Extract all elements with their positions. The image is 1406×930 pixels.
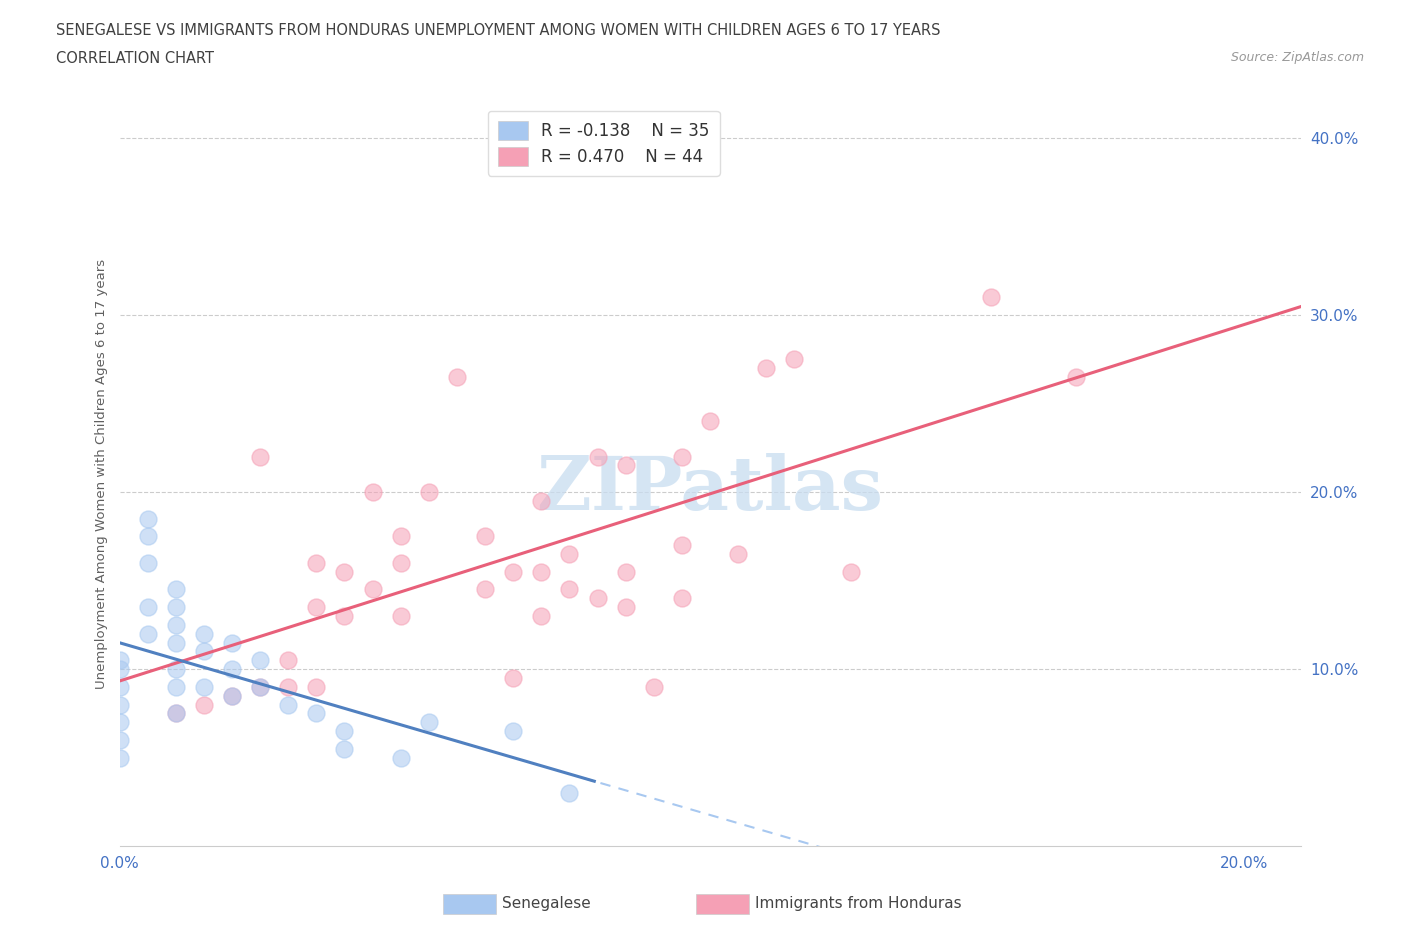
Point	[221, 688, 243, 703]
Point	[783, 352, 806, 366]
Point	[671, 538, 693, 552]
Point	[614, 565, 637, 579]
Point	[558, 547, 581, 562]
Point	[221, 688, 243, 703]
Point	[249, 680, 271, 695]
Point	[839, 565, 862, 579]
Point	[530, 565, 553, 579]
Point	[277, 680, 299, 695]
Point	[1064, 369, 1087, 384]
Point	[193, 698, 215, 712]
Point	[305, 555, 328, 570]
Point	[333, 724, 356, 738]
Point	[643, 680, 665, 695]
Point	[389, 751, 412, 765]
Point	[249, 653, 271, 668]
Point	[108, 733, 131, 748]
Point	[586, 591, 609, 605]
Point	[165, 600, 187, 615]
Point	[727, 547, 749, 562]
Point	[108, 715, 131, 730]
Point	[389, 608, 412, 623]
Point	[333, 741, 356, 756]
Text: ZIPatlas: ZIPatlas	[537, 453, 883, 525]
Point	[614, 458, 637, 472]
Point	[755, 361, 778, 376]
Point	[980, 290, 1002, 305]
Point	[136, 626, 159, 641]
Point	[249, 680, 271, 695]
Point	[530, 608, 553, 623]
Point	[586, 449, 609, 464]
Point	[361, 485, 384, 499]
Point	[165, 635, 187, 650]
Point	[502, 671, 524, 685]
Point	[136, 555, 159, 570]
Point	[165, 662, 187, 677]
Point	[193, 680, 215, 695]
Point	[474, 529, 496, 544]
Point	[389, 555, 412, 570]
Point	[502, 724, 524, 738]
Point	[614, 600, 637, 615]
Legend: R = -0.138    N = 35, R = 0.470    N = 44: R = -0.138 N = 35, R = 0.470 N = 44	[488, 111, 720, 176]
Point	[558, 582, 581, 597]
Point	[165, 706, 187, 721]
Point	[221, 635, 243, 650]
Point	[108, 662, 131, 677]
Point	[699, 414, 721, 429]
Point	[136, 529, 159, 544]
Point	[530, 494, 553, 509]
Point	[305, 680, 328, 695]
Point	[108, 698, 131, 712]
Point	[418, 485, 440, 499]
Point	[165, 680, 187, 695]
Point	[333, 608, 356, 623]
Point	[165, 706, 187, 721]
Text: CORRELATION CHART: CORRELATION CHART	[56, 51, 214, 66]
Point	[193, 626, 215, 641]
Point	[165, 582, 187, 597]
Point	[671, 591, 693, 605]
Text: SENEGALESE VS IMMIGRANTS FROM HONDURAS UNEMPLOYMENT AMONG WOMEN WITH CHILDREN AG: SENEGALESE VS IMMIGRANTS FROM HONDURAS U…	[56, 23, 941, 38]
Point	[277, 653, 299, 668]
Point	[474, 582, 496, 597]
Point	[193, 644, 215, 658]
Point	[136, 512, 159, 526]
Point	[671, 449, 693, 464]
Y-axis label: Unemployment Among Women with Children Ages 6 to 17 years: Unemployment Among Women with Children A…	[96, 259, 108, 689]
Point	[108, 680, 131, 695]
Point	[418, 715, 440, 730]
Point	[305, 600, 328, 615]
Text: Immigrants from Honduras: Immigrants from Honduras	[755, 897, 962, 911]
Point	[136, 600, 159, 615]
Point	[165, 618, 187, 632]
Point	[333, 565, 356, 579]
Point	[305, 706, 328, 721]
Point	[108, 653, 131, 668]
Point	[221, 662, 243, 677]
Point	[446, 369, 468, 384]
Point	[108, 751, 131, 765]
Point	[361, 582, 384, 597]
Point	[558, 786, 581, 801]
Point	[277, 698, 299, 712]
Text: Source: ZipAtlas.com: Source: ZipAtlas.com	[1230, 51, 1364, 64]
Point	[249, 449, 271, 464]
Point	[389, 529, 412, 544]
Text: Senegalese: Senegalese	[502, 897, 591, 911]
Point	[502, 565, 524, 579]
